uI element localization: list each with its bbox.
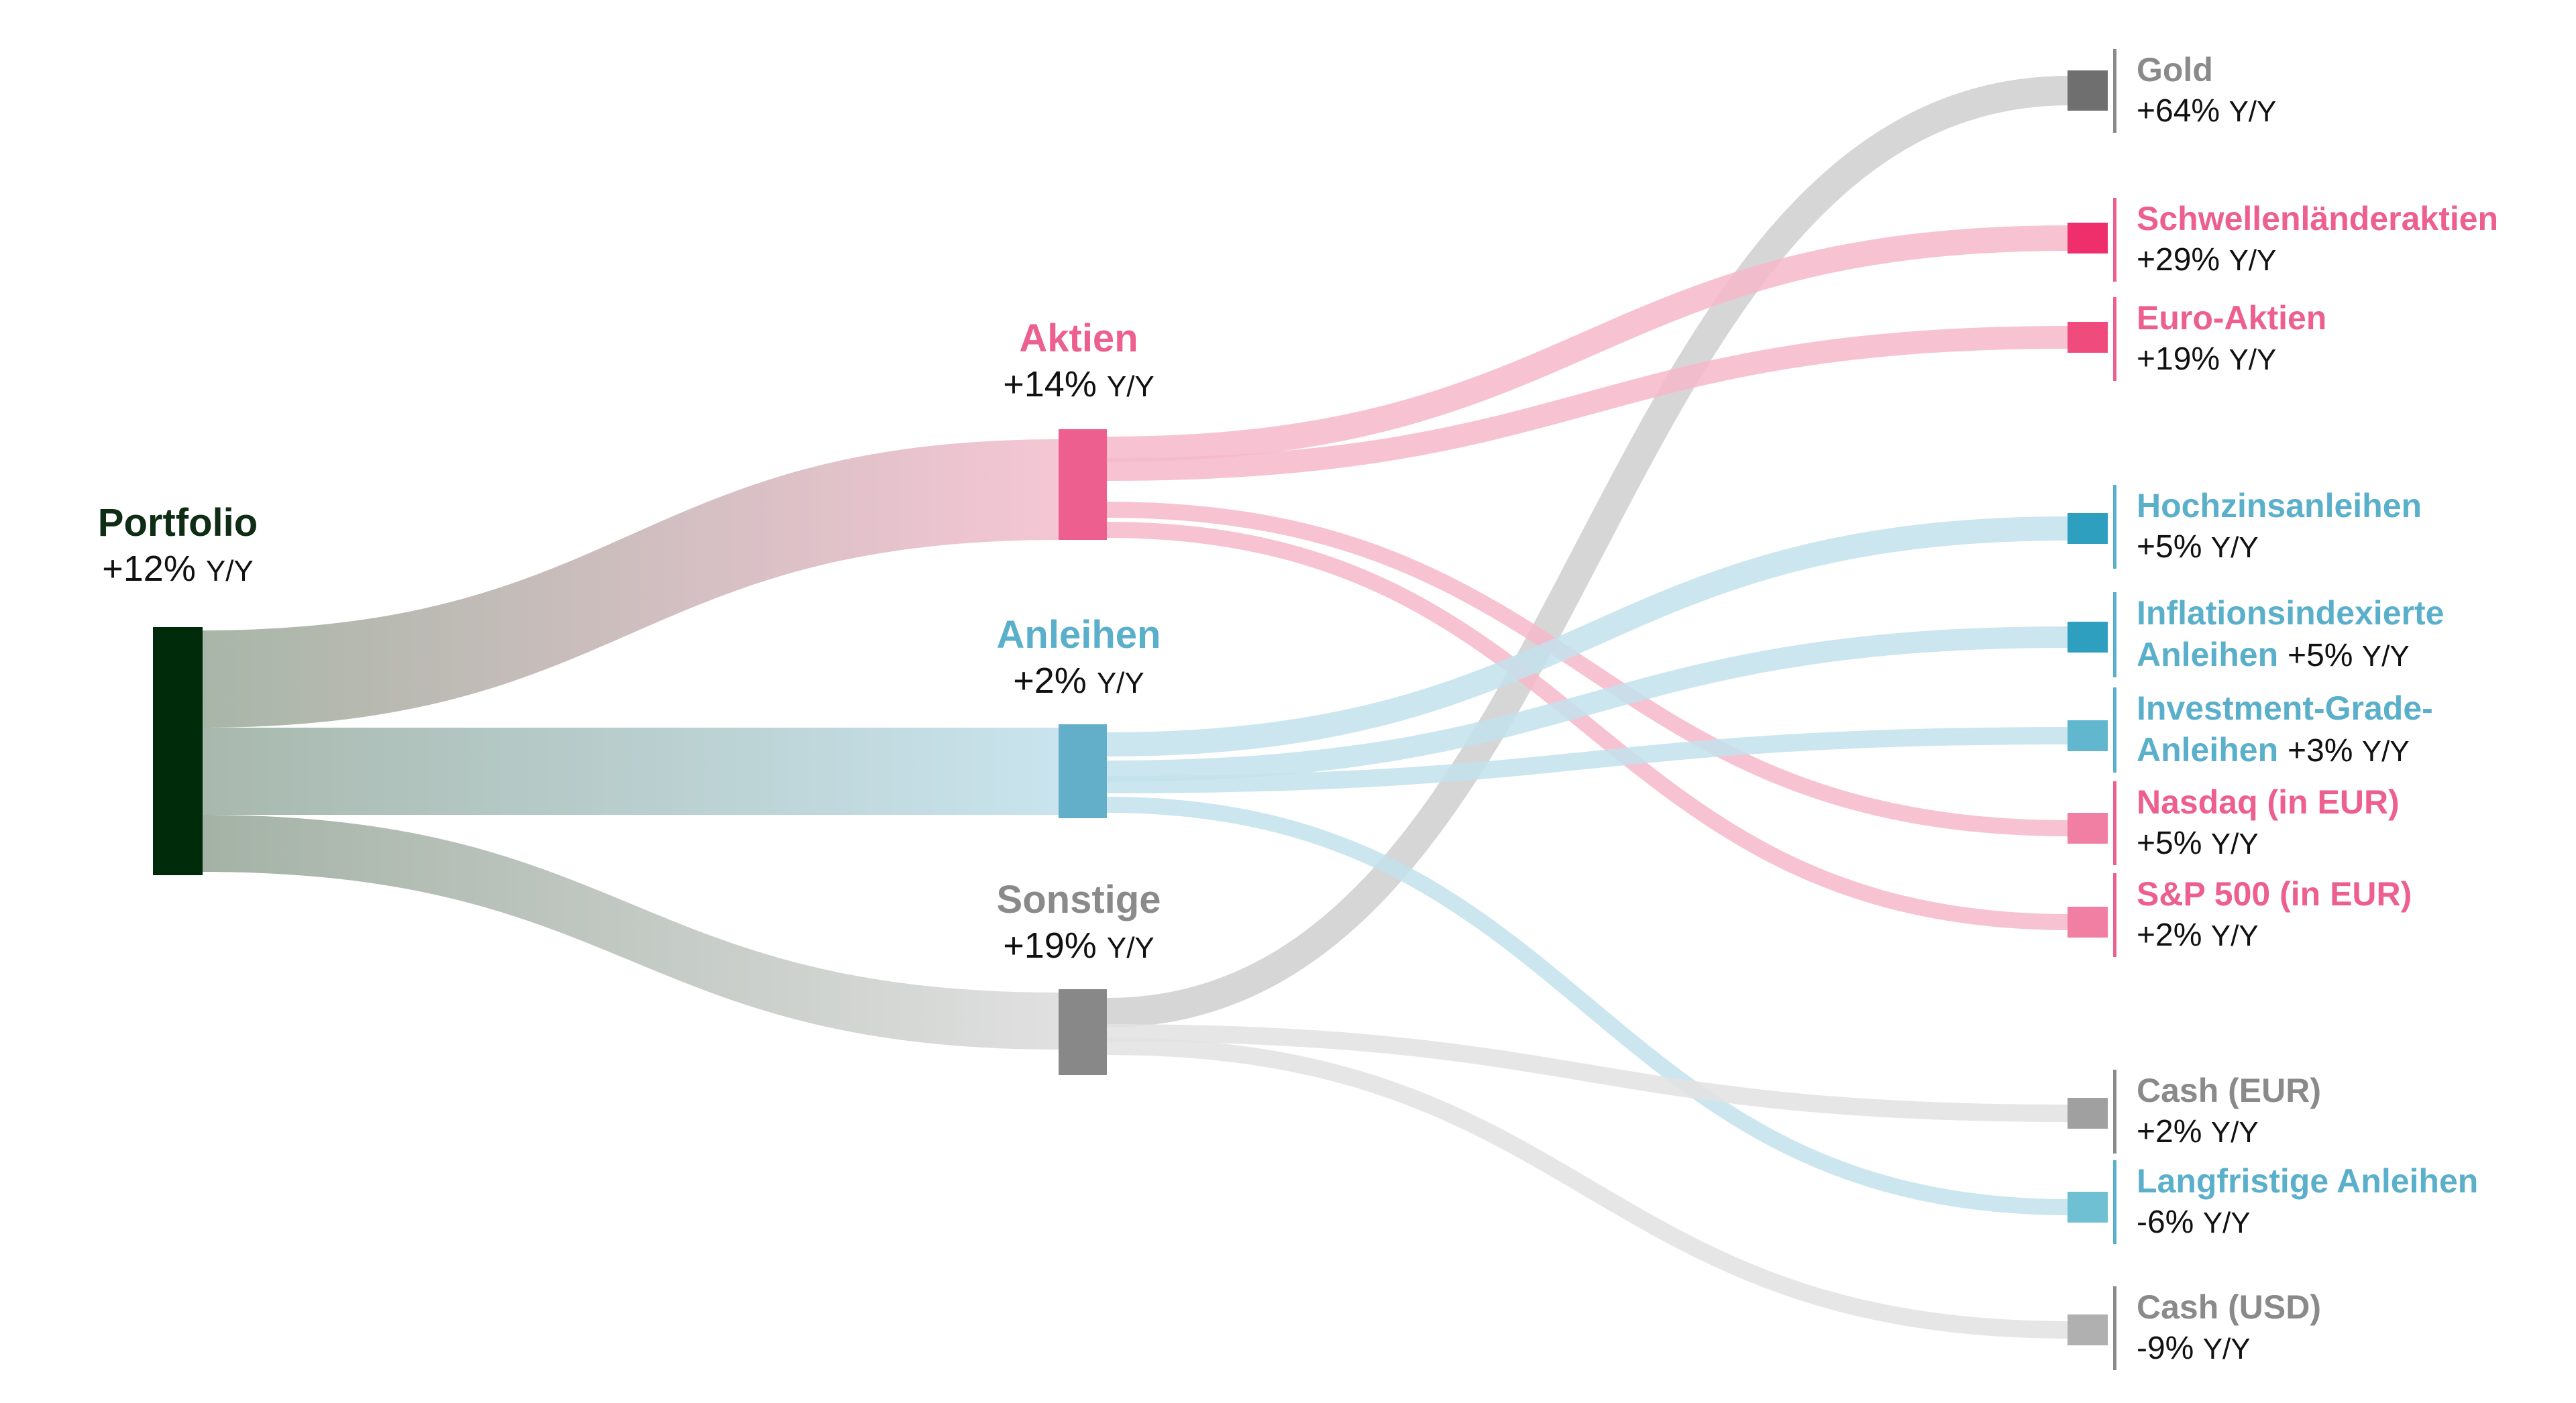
leaf-node-cashusd [2068, 1314, 2108, 1345]
flow-portfolio-sonstige [201, 815, 1060, 1050]
leaf-node-schwellen [2068, 223, 2108, 254]
node-aktien [1059, 429, 1107, 540]
leaf-name-line2: Anleihen +3% Y/Y [2137, 731, 2410, 769]
sonstige-change: +19% Y/Y [1003, 925, 1155, 966]
anleihen-label: Anleihen +2% Y/Y [997, 612, 1161, 706]
leaf-label-gold: Gold +64% Y/Y [2113, 49, 2276, 133]
portfolio-change: +12% Y/Y [102, 549, 254, 589]
leaf-node-langfrist [2068, 1192, 2108, 1223]
flow-anleihen-ig [1106, 727, 2070, 793]
node-portfolio [153, 627, 203, 875]
leaf-label-ig: Investment-Grade- Anleihen +3% Y/Y [2113, 687, 2433, 773]
leaf-name: Nasdaq (in EUR) [2137, 783, 2400, 821]
flow-sonstige-casheur [1106, 1024, 2070, 1122]
leaf-name: Cash (USD) [2137, 1288, 2322, 1326]
leaf-label-casheur: Cash (EUR) +2% Y/Y [2113, 1070, 2321, 1154]
aktien-label: Aktien +14% Y/Y [1003, 315, 1155, 409]
leaf-name: Cash (EUR) [2137, 1072, 2322, 1109]
flow-anleihen-inflation [1106, 626, 2070, 782]
leaf-change: +2% Y/Y [2137, 1114, 2259, 1149]
leaf-name: Schwellenländeraktien [2137, 200, 2499, 237]
leaf-node-nasdaq [2068, 813, 2108, 844]
leaf-name: S&P 500 (in EUR) [2137, 875, 2412, 913]
node-sonstige [1059, 989, 1107, 1075]
leaf-label-sp500: S&P 500 (in EUR) +2% Y/Y [2113, 873, 2412, 957]
leaf-name: Investment-Grade- [2137, 689, 2433, 727]
flow-sonstige-gold [1106, 76, 2070, 1027]
leaf-node-ig [2068, 720, 2108, 751]
flow-portfolio-anleihen [201, 728, 1060, 815]
leaf-change: +5% Y/Y [2137, 529, 2259, 565]
portfolio-name: Portfolio [97, 501, 258, 545]
leaf-node-hochzins [2068, 513, 2108, 544]
leaf-change: -9% Y/Y [2137, 1331, 2251, 1366]
flow-aktien-nasdaq [1106, 502, 2070, 836]
leaf-label-nasdaq: Nasdaq (in EUR) +5% Y/Y [2113, 781, 2400, 865]
leaf-name: Langfristige Anleihen [2137, 1162, 2479, 1200]
leaf-label-hochzins: Hochzinsanleihen +5% Y/Y [2113, 485, 2422, 569]
anleihen-name: Anleihen [996, 613, 1161, 657]
leaf-change: +64% Y/Y [2137, 93, 2277, 129]
leaf-label-langfrist: Langfristige Anleihen -6% Y/Y [2113, 1160, 2478, 1244]
flow-aktien-schwellen [1106, 225, 2070, 462]
leaf-name: Gold [2137, 51, 2213, 89]
leaf-change: +2% Y/Y [2137, 917, 2259, 953]
flow-anleihen-langfrist [1106, 797, 2070, 1215]
leaf-change: +5% Y/Y [2137, 826, 2259, 861]
aktien-change: +14% Y/Y [1003, 364, 1155, 404]
leaf-name: Euro-Aktien [2137, 299, 2327, 337]
leaf-node-inflation [2068, 622, 2108, 653]
leaf-name: Inflationsindexierte [2137, 594, 2445, 632]
flow-aktien-euro [1106, 326, 2070, 481]
flow-aktien-sp500 [1106, 522, 2070, 930]
leaf-change: -6% Y/Y [2137, 1204, 2251, 1240]
leaf-change: +19% Y/Y [2137, 341, 2277, 377]
sonstige-label: Sonstige +19% Y/Y [997, 877, 1161, 970]
leaf-node-gold [2068, 70, 2108, 111]
leaf-node-casheur [2068, 1098, 2108, 1129]
leaf-label-cashusd: Cash (USD) -9% Y/Y [2113, 1286, 2321, 1370]
leaf-label-schwellen: Schwellenländeraktien +29% Y/Y [2113, 198, 2498, 282]
portfolio-label: Portfolio +12% Y/Y [98, 500, 258, 594]
leaf-label-inflation: Inflationsindexierte Anleihen +5% Y/Y [2113, 592, 2444, 677]
leaf-name-line2: Anleihen +5% Y/Y [2137, 636, 2410, 673]
flow-portfolio-aktien [201, 439, 1060, 728]
flow-sonstige-cashusd [1106, 1037, 2070, 1339]
node-anleihen [1059, 724, 1107, 818]
sonstige-name: Sonstige [996, 878, 1161, 921]
flow-anleihen-hochzins [1106, 516, 2070, 756]
leaf-change: +29% Y/Y [2137, 242, 2277, 278]
anleihen-change: +2% Y/Y [1013, 661, 1144, 701]
leaf-node-euro [2068, 322, 2108, 353]
leaf-label-euro: Euro-Aktien +19% Y/Y [2113, 297, 2326, 381]
aktien-name: Aktien [1019, 317, 1138, 360]
leaf-name: Hochzinsanleihen [2137, 487, 2422, 524]
leaf-node-sp500 [2068, 907, 2108, 938]
